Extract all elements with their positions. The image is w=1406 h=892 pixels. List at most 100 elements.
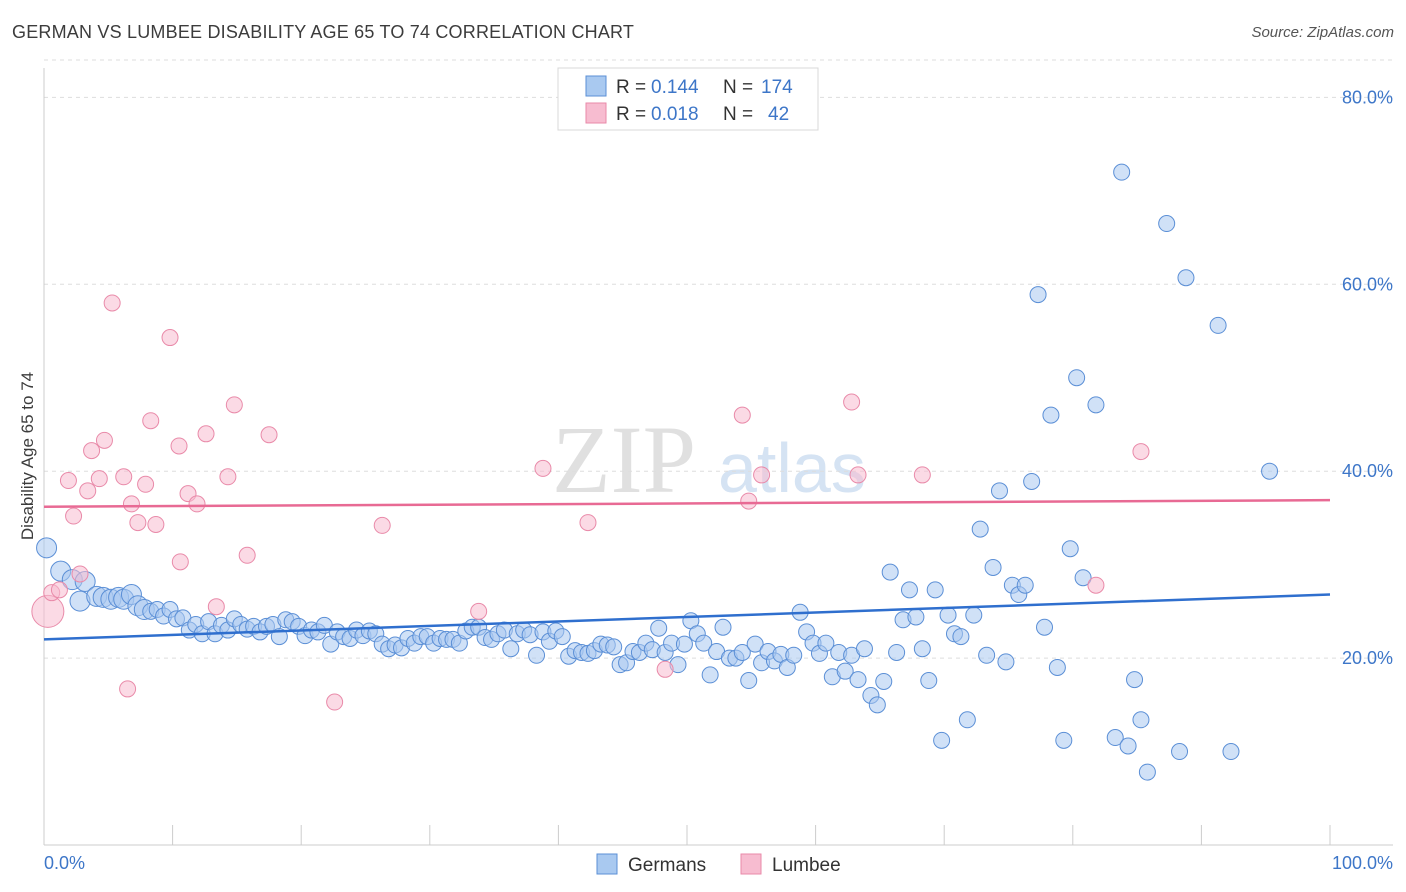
german-point [1222,743,1240,761]
lumbee-point [95,431,113,449]
lumbee-point [740,492,758,510]
lumbee-point [470,602,488,620]
y-tick-labels: 20.0% 40.0% 60.0% 80.0% [1342,87,1393,668]
german-point [984,558,1002,576]
lumbee-point [225,396,243,414]
german-point [978,646,996,664]
lumbee-point [656,660,674,678]
german-point [1055,731,1073,749]
lumbee-point [326,693,344,711]
lumbee-point [83,442,101,460]
legend-n-value-germans: 174 [761,77,793,98]
legend-row-lumbee: R = 0.018 N = 42 [585,102,789,125]
lumbee-point [849,466,867,484]
y-tick-label: 60.0% [1342,274,1393,294]
lumbee-point [733,406,751,424]
german-point [701,666,719,684]
lumbee-point [115,468,133,486]
german-point [553,628,571,646]
lumbee-point [119,680,137,698]
german-point [875,672,893,690]
german-point [939,606,957,624]
lumbee-point [79,482,97,500]
lumbee-point [71,565,89,583]
lumbee-point [843,393,861,411]
german-point [1158,215,1176,233]
german-point [1029,286,1047,304]
german-point [1132,711,1150,729]
german-point [907,608,925,626]
trend-lines [43,498,1331,641]
german-point [958,711,976,729]
lumbee-point [171,553,189,571]
source-label: Source: ZipAtlas.com [1251,24,1394,41]
german-point [1209,316,1227,334]
lumbee-point [103,294,121,312]
lumbee-point [142,412,160,430]
axes [43,68,1393,846]
lumbee-point [137,475,155,493]
legend-swatch-lumbee [585,102,607,124]
german-point [1126,671,1144,689]
german-point [1068,369,1086,387]
german-point [1087,396,1105,414]
lumbee-point [188,495,206,513]
german-point [714,618,732,636]
legend: R = 0.144 N = 174 R = 0.018 N = 42 [557,67,819,131]
chart-title: GERMAN VS LUMBEE DISABILITY AGE 65 TO 74… [12,22,635,42]
german-point [913,640,931,658]
lumbee-point [59,472,77,490]
lumbee-point [373,516,391,534]
german-point [965,606,983,624]
bottom-legend-swatch-lumbee [740,853,762,875]
german-point [695,634,713,652]
legend-n-value-lumbee: 42 [768,104,789,125]
german-point [1119,737,1137,755]
y-tick-label: 20.0% [1342,648,1393,668]
legend-r-value-lumbee: 0.018 [651,104,699,125]
lumbee-point [50,581,68,599]
german-point [1023,472,1041,490]
y-tick-label: 80.0% [1342,87,1393,107]
lumbee-point [122,495,140,513]
german-point [1074,569,1092,587]
german-point [785,646,803,664]
german-point [1106,729,1124,747]
lumbee-point [90,470,108,488]
bottom-legend-lumbee: Lumbee [772,855,841,876]
german-point [971,520,989,538]
lumbee-point [147,515,165,533]
lumbee-point [913,466,931,484]
german-point [1171,743,1189,761]
german-trend-line [43,593,1331,641]
german-point [605,638,623,656]
lumbee-point [219,468,237,486]
german-point [952,628,970,646]
german-point [740,672,758,690]
german-point [650,619,668,637]
legend-n-label: N = [723,104,753,125]
german-point [746,635,764,653]
german-point [888,643,906,661]
german-point [920,672,938,690]
german-point [1042,406,1060,424]
lumbee-trend-line [43,498,1331,508]
lumbee-point [1132,443,1150,461]
german-point [868,696,886,714]
bottom-legend-swatch-germans [596,853,618,875]
german-point [836,662,854,680]
german-point [1048,658,1066,676]
german-point [1016,576,1034,594]
watermark-atlas: atlas [718,429,866,507]
german-point [1261,462,1279,480]
grid-lines [44,59,1393,659]
german-point [1177,269,1195,287]
lumbee-point [238,546,256,564]
lumbee-point [753,466,771,484]
legend-n-label: N = [723,77,753,98]
german-point [733,643,751,661]
german-point [1138,763,1156,781]
german-point [270,628,288,646]
german-point [855,640,873,658]
